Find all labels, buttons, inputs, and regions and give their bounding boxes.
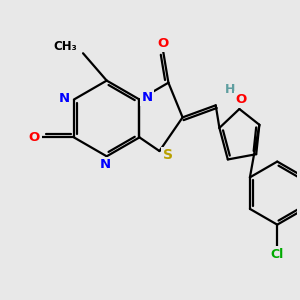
Text: S: S	[163, 148, 173, 162]
Text: O: O	[158, 37, 169, 50]
Text: N: N	[100, 158, 111, 171]
Text: H: H	[225, 83, 236, 96]
Text: N: N	[59, 92, 70, 105]
Text: O: O	[29, 131, 40, 144]
Text: Cl: Cl	[271, 248, 284, 261]
Text: O: O	[236, 93, 247, 106]
Text: N: N	[141, 91, 152, 104]
Text: CH₃: CH₃	[53, 40, 77, 53]
